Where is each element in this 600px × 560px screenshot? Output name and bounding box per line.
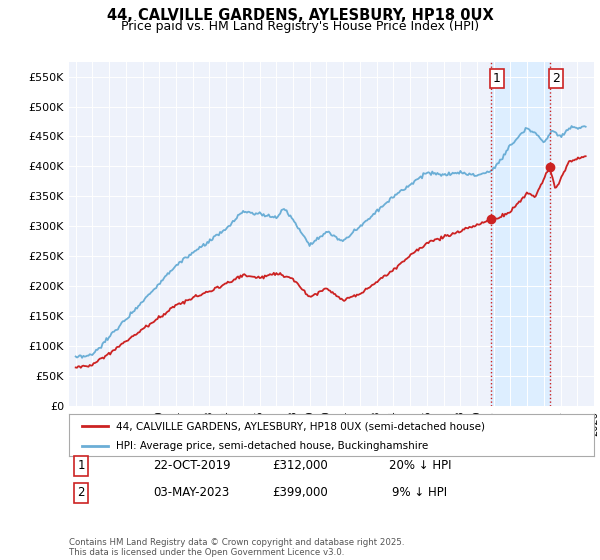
Bar [491, 62, 550, 406]
Text: 1: 1 [493, 72, 501, 85]
Text: 44, CALVILLE GARDENS, AYLESBURY, HP18 0UX (semi-detached house): 44, CALVILLE GARDENS, AYLESBURY, HP18 0U… [116, 421, 485, 431]
Text: £312,000: £312,000 [272, 459, 328, 473]
Text: 2: 2 [552, 72, 560, 85]
Text: Contains HM Land Registry data © Crown copyright and database right 2025.
This d: Contains HM Land Registry data © Crown c… [69, 538, 404, 557]
Text: 44, CALVILLE GARDENS, AYLESBURY, HP18 0UX: 44, CALVILLE GARDENS, AYLESBURY, HP18 0U… [107, 8, 493, 24]
Text: 03-MAY-2023: 03-MAY-2023 [153, 486, 229, 500]
Text: 2: 2 [77, 486, 85, 500]
Text: 22-OCT-2019: 22-OCT-2019 [153, 459, 230, 473]
Text: 1: 1 [77, 459, 85, 473]
Text: 9% ↓ HPI: 9% ↓ HPI [392, 486, 448, 500]
Text: £399,000: £399,000 [272, 486, 328, 500]
Text: 20% ↓ HPI: 20% ↓ HPI [389, 459, 451, 473]
Text: HPI: Average price, semi-detached house, Buckinghamshire: HPI: Average price, semi-detached house,… [116, 441, 428, 451]
Text: Price paid vs. HM Land Registry's House Price Index (HPI): Price paid vs. HM Land Registry's House … [121, 20, 479, 32]
